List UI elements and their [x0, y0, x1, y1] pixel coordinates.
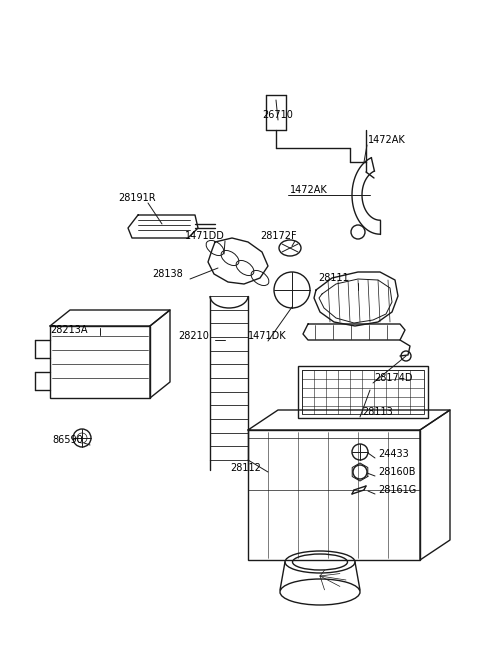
- Text: 24433: 24433: [378, 449, 409, 459]
- Text: 28172F: 28172F: [260, 231, 297, 241]
- Bar: [50, 326, 150, 398]
- Text: 86590: 86590: [52, 435, 83, 445]
- Text: 28210: 28210: [178, 331, 209, 341]
- Text: 1472AK: 1472AK: [368, 135, 406, 145]
- Text: 28213A: 28213A: [50, 325, 87, 335]
- Text: 1472AK: 1472AK: [290, 185, 328, 195]
- Bar: [298, 366, 428, 418]
- Text: 28111: 28111: [318, 273, 349, 283]
- Text: 28174D: 28174D: [374, 373, 412, 383]
- Text: 28160B: 28160B: [378, 467, 416, 477]
- Bar: [302, 370, 424, 414]
- Bar: [248, 430, 420, 560]
- Text: 28161G: 28161G: [378, 485, 416, 495]
- Text: 1471DD: 1471DD: [185, 231, 225, 241]
- Text: 28112: 28112: [230, 463, 261, 473]
- Text: 28191R: 28191R: [118, 193, 156, 203]
- Text: 1471DK: 1471DK: [248, 331, 287, 341]
- Text: 28113: 28113: [362, 407, 393, 417]
- Text: 26710: 26710: [263, 110, 293, 120]
- Text: 28138: 28138: [152, 269, 183, 279]
